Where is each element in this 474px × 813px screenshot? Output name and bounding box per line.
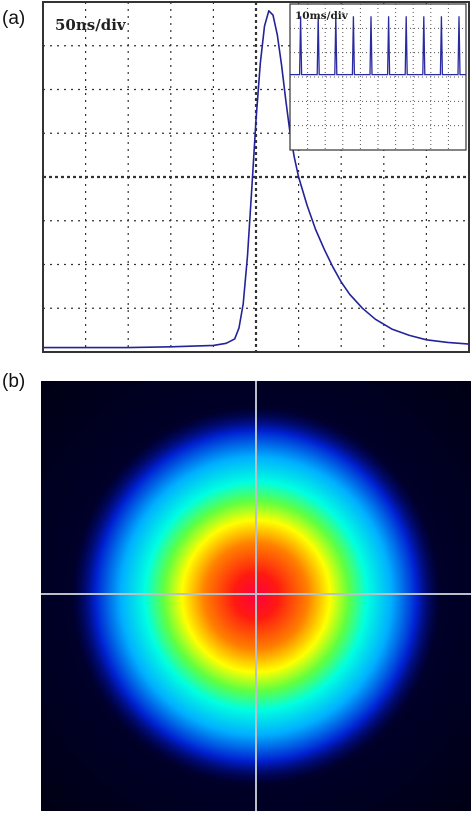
inset-chart: 10ms/div [289, 3, 467, 151]
panel-label-b: (b) [2, 371, 26, 392]
beam-profile-heatmap [41, 381, 471, 811]
pulse-trace [43, 10, 470, 349]
timebase-annotation: 50ns/div [55, 16, 127, 34]
inset-grid [290, 4, 466, 150]
oscilloscope-chart: 50ns/div 10ms/div [42, 1, 470, 353]
panel-label-a: (a) [2, 8, 26, 29]
inset-timebase-annotation: 10ms/div [295, 10, 349, 22]
inset-trace [290, 16, 466, 76]
